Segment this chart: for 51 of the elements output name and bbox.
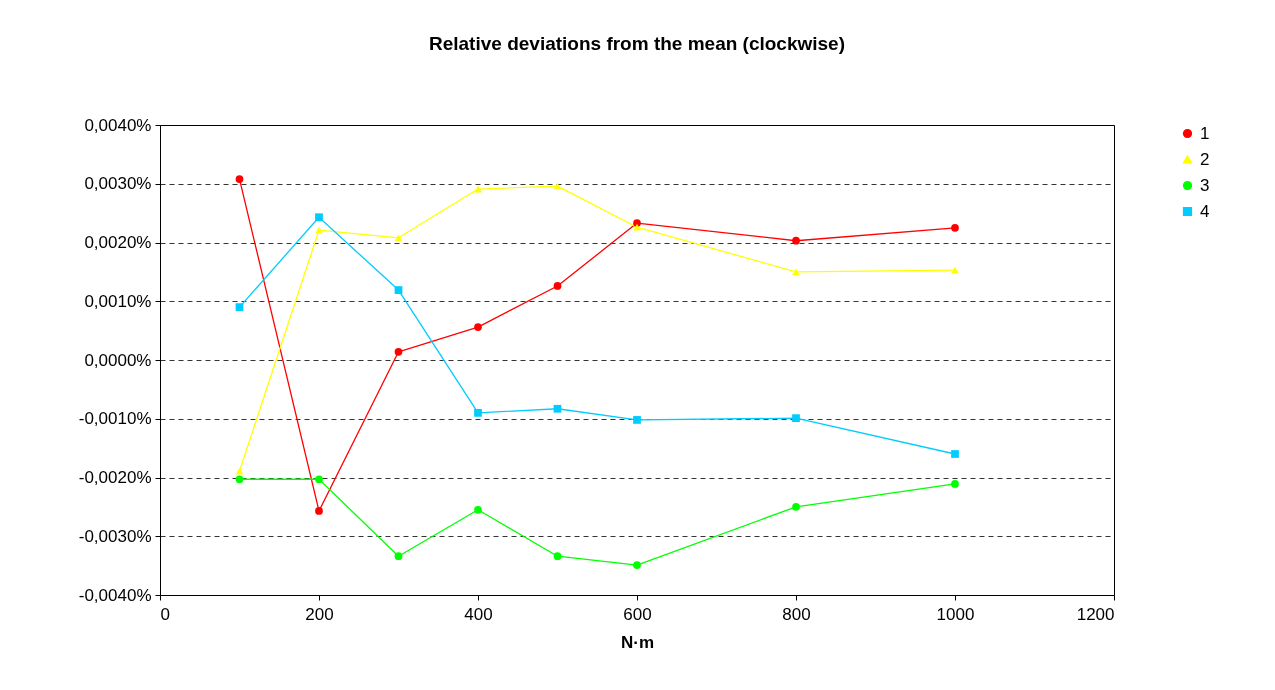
point <box>394 234 403 242</box>
x-tick-label: 600 <box>623 604 652 624</box>
x-tick-label: 1000 <box>936 604 975 624</box>
legend-label: 2 <box>1200 149 1210 169</box>
point <box>315 507 323 515</box>
x-tick-label: 0 <box>160 604 170 624</box>
point <box>394 552 403 561</box>
point <box>951 480 959 488</box>
point <box>474 323 482 331</box>
point <box>315 226 323 234</box>
point <box>315 475 323 484</box>
legend-label: 1 <box>1200 123 1210 143</box>
x-tick-label: 800 <box>782 604 811 624</box>
point <box>235 467 244 475</box>
point <box>633 416 641 424</box>
point <box>235 475 244 484</box>
point <box>792 414 800 423</box>
legend-label: 4 <box>1200 201 1210 221</box>
chart-title: Relative deviations from the mean (clockwise) <box>428 33 846 54</box>
y-tick-label: 0,0000% <box>84 350 152 370</box>
x-tick-label: 200 <box>305 604 334 624</box>
point <box>792 268 800 276</box>
x-axis-title: N·m <box>620 632 655 652</box>
point <box>951 223 959 232</box>
point <box>553 182 562 190</box>
point <box>792 236 800 245</box>
point <box>474 505 482 514</box>
point <box>792 503 800 511</box>
point <box>235 303 244 311</box>
y-tick-label: 0,0020% <box>84 233 152 252</box>
point <box>553 404 562 413</box>
point <box>315 213 323 222</box>
point <box>235 175 244 183</box>
point <box>394 286 403 294</box>
y-tick-label: -0,0040% <box>78 585 152 605</box>
y-tick-label: -0,0020% <box>78 468 152 487</box>
point <box>553 552 562 561</box>
y-tick-label: -0,0030% <box>78 526 152 546</box>
y-tick-label: 0,0010% <box>84 291 152 311</box>
point <box>633 561 641 569</box>
y-tick-label: -0,0010% <box>78 409 152 429</box>
point <box>553 282 562 290</box>
y-tick-label: 0,0040% <box>84 115 152 135</box>
point <box>951 450 959 458</box>
point <box>394 347 403 356</box>
point <box>633 223 641 231</box>
legend-label: 3 <box>1200 175 1210 195</box>
point <box>474 409 482 417</box>
x-tick-label: 1200 <box>1076 604 1115 624</box>
y-tick-label: 0,0030% <box>84 174 152 194</box>
x-tick-label: 400 <box>464 604 493 624</box>
